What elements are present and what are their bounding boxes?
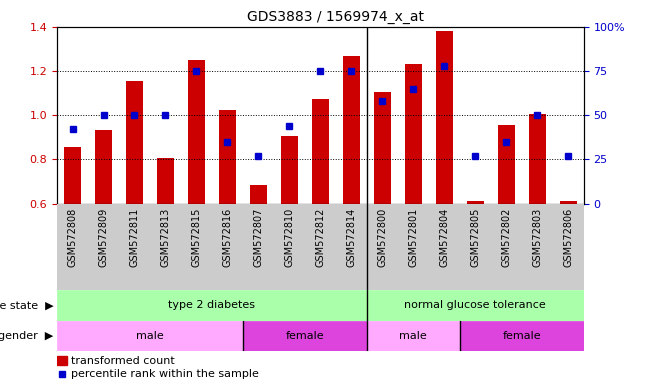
Bar [188, 60, 205, 204]
Text: normal glucose tolerance: normal glucose tolerance [405, 300, 546, 310]
Text: GSM572809: GSM572809 [99, 208, 109, 267]
Bar [336, 204, 367, 290]
Bar [467, 201, 484, 204]
Bar [460, 204, 491, 290]
Bar [367, 204, 398, 290]
Bar [491, 204, 522, 290]
Text: GSM572804: GSM572804 [440, 208, 450, 267]
Bar [522, 204, 553, 290]
Text: type 2 diabetes: type 2 diabetes [168, 300, 256, 310]
Text: GDS3883 / 1569974_x_at: GDS3883 / 1569974_x_at [247, 10, 424, 23]
Text: male: male [399, 331, 427, 341]
Bar [498, 125, 515, 204]
Bar [460, 321, 584, 351]
Text: GSM572808: GSM572808 [68, 208, 78, 267]
Text: GSM572812: GSM572812 [315, 208, 325, 267]
Bar [529, 114, 546, 204]
Bar [57, 290, 367, 321]
Bar [181, 204, 212, 290]
Text: GSM572816: GSM572816 [223, 208, 232, 267]
Text: male: male [136, 331, 164, 341]
Text: GSM572802: GSM572802 [501, 208, 511, 267]
Bar [367, 321, 460, 351]
Bar [119, 204, 150, 290]
Bar [64, 147, 81, 204]
Text: percentile rank within the sample: percentile rank within the sample [70, 369, 258, 379]
Text: GSM572806: GSM572806 [563, 208, 573, 267]
Text: GSM572810: GSM572810 [285, 208, 295, 267]
Bar [405, 64, 422, 204]
Text: disease state  ▶: disease state ▶ [0, 300, 54, 310]
Text: gender  ▶: gender ▶ [0, 331, 54, 341]
Bar [57, 204, 88, 290]
Bar [243, 321, 367, 351]
Bar [367, 290, 584, 321]
Bar [436, 31, 453, 204]
Bar [126, 81, 143, 204]
Text: GSM572811: GSM572811 [130, 208, 140, 267]
Text: GSM572807: GSM572807 [254, 208, 264, 267]
Text: GSM572814: GSM572814 [346, 208, 356, 267]
Bar [250, 185, 267, 204]
Text: GSM572800: GSM572800 [377, 208, 387, 267]
Bar [95, 129, 112, 204]
Text: GSM572813: GSM572813 [160, 208, 170, 267]
Text: GSM572801: GSM572801 [409, 208, 418, 267]
Bar [157, 157, 174, 204]
Text: female: female [503, 331, 541, 341]
Bar [305, 204, 336, 290]
Bar [243, 204, 274, 290]
Text: GSM572805: GSM572805 [470, 208, 480, 267]
Bar [281, 136, 298, 204]
Bar [398, 204, 429, 290]
Bar [553, 204, 584, 290]
Text: GSM572803: GSM572803 [532, 208, 542, 267]
Bar [212, 204, 243, 290]
Text: GSM572815: GSM572815 [191, 208, 201, 267]
Bar [429, 204, 460, 290]
Bar [150, 204, 181, 290]
Bar [343, 56, 360, 204]
Bar [88, 204, 119, 290]
Bar [312, 99, 329, 204]
Bar [560, 201, 577, 204]
Bar [274, 204, 305, 290]
Bar [57, 321, 243, 351]
Text: transformed count: transformed count [70, 356, 174, 366]
Bar [374, 92, 391, 204]
Bar [57, 356, 66, 364]
Bar [219, 110, 236, 204]
Text: female: female [286, 331, 324, 341]
